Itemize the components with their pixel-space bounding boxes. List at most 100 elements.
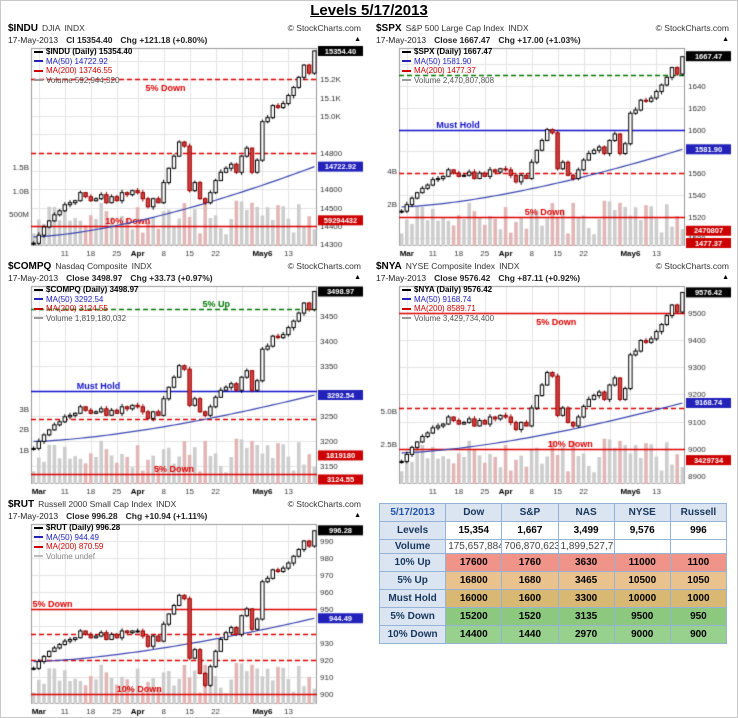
chart-name: Russell 2000 Small Cap Index (38, 499, 152, 509)
table-cell: 10500 (613, 571, 671, 590)
charts-grid: $INDU DJIA INDX © StockCharts.com 17-May-201… (1, 21, 737, 717)
table-cell: 2970 (557, 625, 615, 644)
table-cell: 10000 (613, 589, 671, 608)
legend-swatch-icon (34, 69, 43, 72)
legend-item: MA(50) 14722.92 (34, 57, 132, 67)
rut-chart-canvas (4, 521, 366, 717)
chart-plot: $INDU (Daily) 15354.40 MA(50) 14722.92 MA(… (4, 45, 369, 259)
table-cell: 16800 (445, 571, 503, 590)
up-arrow-icon: ▲ (354, 512, 361, 519)
chart-date: 17-May-2013 (8, 34, 59, 45)
legend-swatch-icon (34, 317, 43, 320)
change-label: Chg (125, 510, 143, 521)
close-label: Close (434, 272, 458, 283)
table-cell: 1050 (669, 571, 728, 590)
legend-label: MA(200) 870.59 (46, 542, 104, 552)
close-label: Close (66, 272, 90, 283)
table-cell: 1000 (669, 589, 728, 608)
table-cell: 3135 (557, 607, 615, 626)
chart-index-tag: INDX (131, 261, 152, 271)
table-column-header: Dow (445, 503, 503, 522)
row-label: 5% Up (378, 571, 447, 590)
chart-title-bar: $NYA NYSE Composite Index INDX © StockChart… (372, 261, 737, 272)
table-cell: 1,667 (501, 521, 559, 540)
chart-legend: $INDU (Daily) 15354.40 MA(50) 14722.92 MA(… (34, 47, 132, 85)
table-row-hold: Must Hold 16000 1600 3300 10000 1000 (378, 589, 728, 608)
legend-label: MA(50) 9168.74 (414, 294, 472, 304)
chart-date: 17-May-2013 (376, 272, 427, 283)
change-label: Chg (120, 34, 137, 45)
chart-info-bar: 17-May-2013 Close 9576.42 Chg +87.11 (+0.9… (372, 272, 737, 283)
levels-table: 5/17/2013 Dow S&P NAS NYSE Russell Levels 15,3… (378, 503, 728, 644)
legend-swatch-icon (34, 298, 43, 301)
close-value: 996.28 (91, 510, 118, 521)
chart-title-bar: $SPX S&P 500 Large Cap Index INDX © StockCh… (372, 23, 737, 34)
legend-label: MA(200) 8589.71 (414, 304, 476, 314)
legend-item: Volume 1,819,180,032 (34, 314, 138, 324)
table-date-header: 5/17/2013 (378, 503, 447, 522)
legend-swatch-icon (402, 60, 411, 63)
legend-swatch-icon (34, 536, 43, 539)
close-label: Close (434, 34, 458, 45)
table-cell (669, 539, 728, 554)
table-cell: 1520 (501, 607, 559, 626)
table-cell: 11000 (613, 553, 671, 572)
page-title: Levels 5/17/2013 (310, 2, 428, 19)
row-label: Levels (378, 521, 447, 540)
change-value: +121.18 (+0.80%) (139, 34, 208, 45)
table-row-down10: 10% Down 14400 1440 2970 9000 900 (378, 625, 728, 644)
table-cell: 175,657,884 (445, 539, 503, 554)
table-cell: 1760 (501, 553, 559, 572)
table-row-down5: 5% Down 15200 1520 3135 9500 950 (378, 607, 728, 626)
legend-label: MA(200) 3124.55 (46, 304, 108, 314)
chart-date: 17-May-2013 (376, 34, 427, 45)
chart-legend: $RUT (Daily) 996.28 MA(50) 944.49 MA(200) … (34, 523, 120, 561)
up-arrow-icon: ▲ (722, 36, 729, 43)
chart-info-bar: 17-May-2013 Close 3498.97 Chg +33.73 (+0.9… (4, 272, 369, 283)
legend-item: $COMPQ (Daily) 3498.97 (34, 285, 138, 295)
legend-label: MA(200) 13746.55 (46, 66, 113, 76)
chart-copyright: © StockCharts.com (287, 261, 361, 271)
legend-label: Volume 2,470,807,808 (414, 75, 495, 85)
table-row-volume: Volume175,657,884706,870,6231,899,527,79… (378, 539, 728, 554)
table-cell: 1,899,527,796 (557, 539, 615, 554)
chart-symbol: $RUT (8, 499, 35, 510)
chart-title-bar: $INDU DJIA INDX © StockCharts.com (4, 23, 369, 34)
legend-swatch-icon (34, 60, 43, 63)
chart-plot: $COMPQ (Daily) 3498.97 MA(50) 3292.54 MA(2… (4, 283, 369, 497)
legend-item: Volume 2,470,807,808 (402, 76, 494, 86)
legend-item: MA(200) 870.59 (34, 542, 120, 552)
indu-chart-canvas (4, 45, 366, 259)
chart-index-tag: INDX (499, 261, 520, 271)
row-label: 10% Down (378, 625, 447, 644)
chart-copyright: © StockCharts.com (287, 23, 361, 33)
table-cell: 1440 (501, 625, 559, 644)
chart-date: 17-May-2013 (8, 510, 59, 521)
spx-chart-canvas (372, 45, 734, 259)
chart-symbol: $INDU (8, 23, 39, 34)
legend-label: $RUT (Daily) 996.28 (46, 523, 121, 533)
table-cell: 950 (669, 607, 728, 626)
legend-label: Volume 3,429,734,400 (414, 313, 495, 323)
chart-title-bar: $RUT Russell 2000 Small Cap Index INDX © St… (4, 499, 369, 510)
legend-item: $INDU (Daily) 15354.40 (34, 47, 132, 57)
table-cell: 3630 (557, 553, 615, 572)
close-value: 1667.47 (459, 34, 491, 45)
legend-label: $SPX (Daily) 1667.47 (414, 47, 493, 57)
change-label: Chg (498, 272, 515, 283)
table-header-row: 5/17/2013 Dow S&P NAS NYSE Russell (378, 503, 728, 522)
chart-index-tag: INDX (156, 499, 177, 509)
change-value: +17.00 (+1.03%) (517, 34, 581, 45)
table-cell (613, 539, 671, 554)
legend-item: MA(200) 1477.37 (402, 66, 494, 76)
legend-label: Volume 592,944,320 (46, 75, 120, 85)
legend-swatch-icon (402, 298, 411, 301)
legend-label: Volume undef (46, 551, 95, 561)
legend-item: $NYA (Daily) 9576.42 (402, 285, 494, 295)
legend-item: MA(50) 1581.90 (402, 57, 494, 67)
chart-index-tag: INDX (508, 23, 529, 33)
legend-swatch-icon (402, 288, 411, 291)
chart-symbol: $NYA (376, 261, 402, 272)
chart-nya: $NYA NYSE Composite Index INDX © StockChart… (369, 259, 737, 497)
